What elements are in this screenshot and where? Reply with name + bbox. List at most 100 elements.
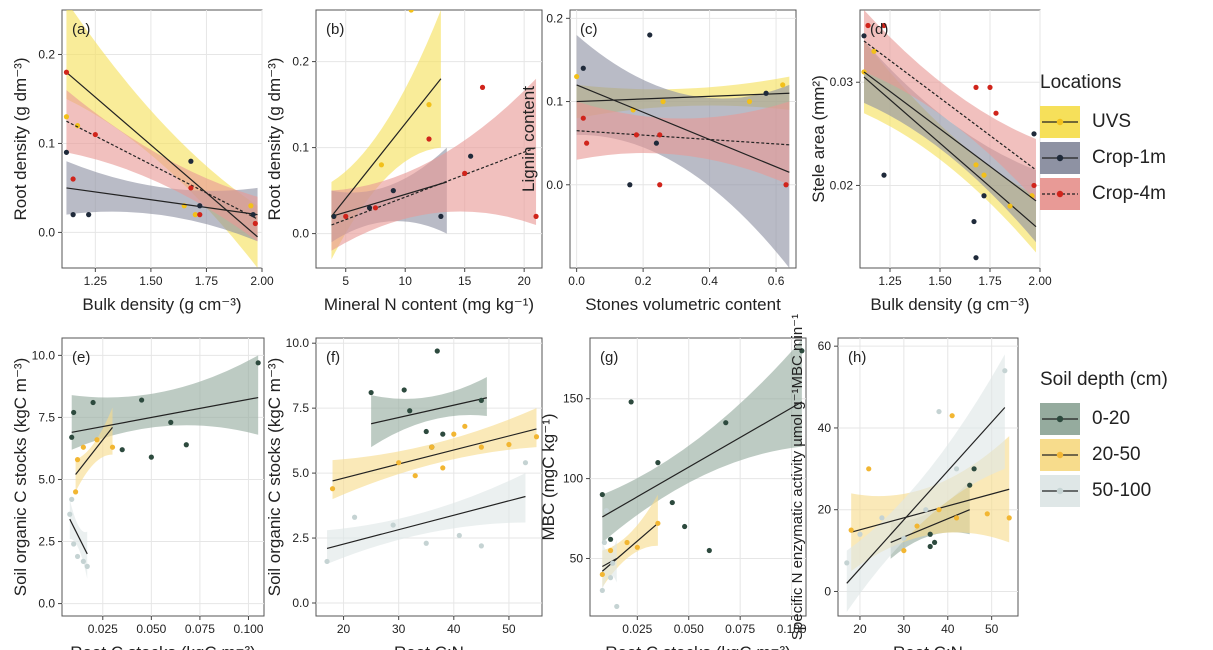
data-point-20-50 bbox=[624, 539, 630, 546]
data-point-20-50 bbox=[94, 437, 100, 443]
data-point-0-20 bbox=[607, 536, 614, 542]
data-point-crop-4m bbox=[584, 140, 590, 146]
x-tick-label: 0.4 bbox=[701, 274, 718, 288]
data-point-0-20 bbox=[723, 420, 729, 426]
data-point-20-50 bbox=[440, 465, 446, 471]
x-tick-label: 0.050 bbox=[136, 622, 166, 636]
data-point-20-50 bbox=[412, 473, 418, 479]
y-tick-label: 0.2 bbox=[546, 11, 563, 25]
data-point-crop-4m bbox=[426, 136, 432, 142]
data-point-20-50 bbox=[72, 489, 79, 495]
plot-content-a bbox=[63, 10, 258, 268]
data-point-crop-4m bbox=[92, 131, 98, 138]
regression-line-crop-4m bbox=[66, 120, 258, 220]
data-point-0-20 bbox=[69, 434, 75, 440]
x-axis-title-c: Stones volumetric content bbox=[585, 295, 781, 314]
data-point-crop-4m bbox=[987, 84, 993, 90]
y-tick-label: 7.5 bbox=[38, 410, 55, 424]
x-tick-label: 0.025 bbox=[88, 622, 118, 636]
x-tick-label: 1.75 bbox=[978, 274, 1002, 288]
regression-line-50-100 bbox=[846, 407, 1006, 584]
panel-label-c: (c) bbox=[580, 21, 598, 38]
data-point-0-20 bbox=[931, 539, 938, 546]
data-point-50-100 bbox=[84, 563, 90, 569]
data-point-uvs bbox=[378, 162, 385, 168]
data-point-crop-1m bbox=[647, 32, 653, 38]
legend-locations-label-uvs: UVS bbox=[1092, 111, 1132, 132]
y-tick-label: 50 bbox=[570, 551, 584, 565]
y-tick-label: 5.0 bbox=[38, 472, 55, 486]
data-point-0-20 bbox=[148, 454, 154, 460]
confidence-band-crop-4m bbox=[576, 101, 790, 185]
data-point-0-20 bbox=[669, 499, 675, 506]
data-point-crop-1m bbox=[653, 140, 660, 146]
data-point-50-100 bbox=[522, 460, 529, 466]
x-tick-label: 10 bbox=[399, 274, 413, 288]
data-point-20-50 bbox=[984, 511, 990, 517]
y-tick-label: 7.5 bbox=[292, 401, 309, 415]
regression-line-crop-4m bbox=[863, 40, 1037, 171]
data-point-50-100 bbox=[599, 587, 605, 594]
y-tick-label: 0.02 bbox=[830, 178, 854, 192]
x-tick-label: 0.050 bbox=[674, 622, 704, 636]
data-point-crop-1m bbox=[971, 218, 977, 225]
legend-depth-key-50-100 bbox=[1040, 475, 1080, 507]
panel-label-a: (a) bbox=[72, 21, 90, 38]
regression-line-0-20 bbox=[602, 401, 803, 518]
regression-line-0-20 bbox=[71, 396, 259, 433]
data-point-crop-4m bbox=[973, 84, 979, 90]
data-point-0-20 bbox=[971, 466, 977, 472]
data-point-crop-4m bbox=[343, 213, 349, 219]
data-point-uvs bbox=[780, 82, 786, 88]
data-point-crop-4m bbox=[993, 110, 999, 116]
data-point-0-20 bbox=[71, 409, 77, 416]
y-axis-title-e: Soil organic C stocks (kgC m⁻³) bbox=[11, 358, 30, 597]
x-tick-label: 1.75 bbox=[195, 274, 219, 288]
data-point-crop-1m bbox=[881, 172, 887, 178]
data-point-0-20 bbox=[478, 397, 484, 403]
x-tick-label: 0.075 bbox=[725, 622, 755, 636]
data-point-50-100 bbox=[74, 553, 81, 560]
regression-line-crop-1m bbox=[66, 187, 258, 216]
panel-g: 0.025 0.050 0.075 0.100 50 100 150 (g) Root C st… bbox=[539, 337, 807, 650]
y-tick-label: 0.0 bbox=[38, 225, 55, 239]
legend-locations-item-crop-4m: Crop-4m bbox=[1040, 176, 1166, 212]
x-axis-title-h: Root C:N bbox=[893, 643, 963, 650]
regression-line-crop-1m bbox=[576, 84, 790, 173]
data-point-0-20 bbox=[401, 387, 407, 393]
data-point-crop-1m bbox=[63, 149, 70, 155]
legend-depth-label-50-100: 50-100 bbox=[1092, 480, 1152, 501]
x-tick-label: 20 bbox=[337, 622, 351, 636]
legend-depth-label-0-20: 0-20 bbox=[1092, 408, 1131, 429]
panel-label-f: (f) bbox=[326, 349, 340, 366]
data-point-0-20 bbox=[183, 442, 189, 448]
plot-content-h bbox=[844, 354, 1012, 612]
data-point-50-100 bbox=[607, 575, 614, 581]
data-point-crop-4m bbox=[70, 176, 76, 182]
regression-line-50-100 bbox=[602, 557, 618, 567]
regression-line-0-20 bbox=[370, 397, 488, 425]
legend-depth-item-0-20: 0-20 bbox=[1040, 401, 1168, 437]
x-axis-title-d: Bulk density (g cm⁻³) bbox=[870, 295, 1029, 314]
data-point-crop-4m bbox=[657, 182, 663, 188]
panel-e: 0.025 0.050 0.075 0.100 0.0 2.5 5.0 7.5 10.0 (e) R… bbox=[11, 337, 265, 650]
data-point-crop-1m bbox=[861, 33, 867, 39]
legend-depth-item-20-50: 20-50 bbox=[1040, 437, 1168, 473]
y-tick-label: 100 bbox=[563, 472, 583, 486]
data-point-uvs bbox=[981, 172, 987, 178]
x-tick-label: 1.50 bbox=[928, 274, 952, 288]
data-point-20-50 bbox=[329, 486, 336, 492]
data-point-crop-4m bbox=[188, 185, 194, 191]
data-point-crop-1m bbox=[70, 212, 76, 218]
data-point-20-50 bbox=[478, 444, 484, 450]
legend-depth-title: Soil depth (cm) bbox=[1040, 369, 1168, 390]
confidence-band-0-20 bbox=[71, 355, 259, 450]
data-point-0-20 bbox=[682, 523, 688, 530]
data-point-20-50 bbox=[396, 460, 402, 466]
legend-locations-key-crop-4m bbox=[1040, 178, 1080, 210]
y-axis-title-f: Soil organic C stocks (kgC m⁻³) bbox=[265, 358, 284, 597]
data-point-crop-1m bbox=[250, 212, 256, 218]
data-point-20-50 bbox=[506, 441, 512, 448]
x-tick-label: 30 bbox=[392, 622, 406, 636]
data-point-crop-1m bbox=[331, 213, 337, 219]
